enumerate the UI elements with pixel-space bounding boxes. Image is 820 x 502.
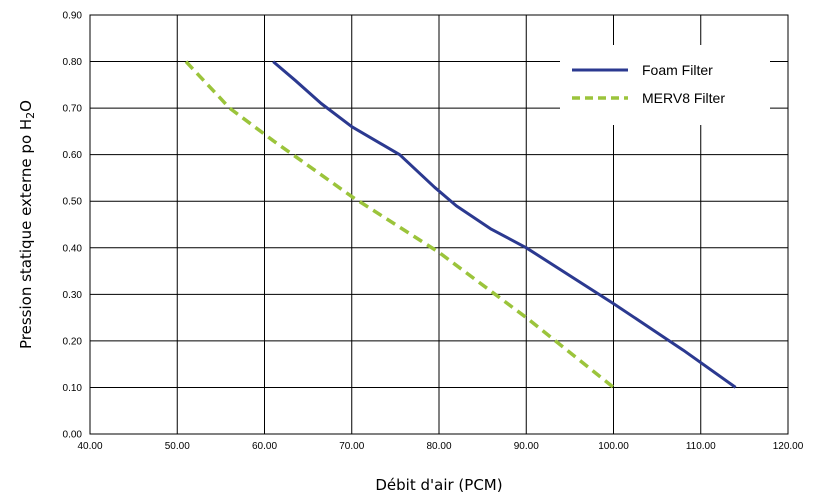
x-axis-title: Débit d'air (PCM)	[375, 476, 502, 494]
x-tick-label: 100.00	[598, 441, 629, 452]
y-tick-label: 0.70	[63, 104, 83, 115]
y-axis-title: Pression statique externe po H2O	[17, 100, 38, 349]
y-tick-label: 0.20	[63, 336, 83, 347]
gridlines	[90, 15, 788, 434]
y-axis-tick-labels: 0.00 0.10 0.20 0.30 0.40 0.50 0.60 0.70 0.80 0.90	[63, 11, 83, 441]
series-line-merv8-filter	[184, 60, 615, 389]
legend-box	[560, 45, 770, 125]
series-lines	[184, 60, 737, 389]
y-tick-label: 0.00	[63, 430, 83, 441]
plot-area-frame	[89, 14, 789, 435]
x-tick-label: 80.00	[426, 441, 451, 452]
x-tick-label: 70.00	[339, 441, 364, 452]
x-tick-label: 40.00	[77, 441, 102, 452]
series-line-foam-filter	[272, 60, 737, 389]
x-tick-label: 90.00	[514, 441, 539, 452]
y-axis-title-main: Pression statique externe po H	[17, 119, 35, 349]
y-tick-label: 0.60	[63, 150, 83, 161]
legend-label: MERV8 Filter	[642, 90, 725, 106]
y-tick-label: 0.30	[63, 290, 83, 301]
y-tick-label: 0.40	[63, 243, 83, 254]
y-tick-label: 0.10	[63, 383, 83, 394]
legend: Foam Filter MERV8 Filter	[560, 45, 770, 125]
legend-label: Foam Filter	[642, 62, 713, 78]
y-axis-title-suffix: O	[17, 100, 35, 112]
x-axis-tick-labels: 40.00 50.00 60.00 70.00 80.00 90.00 100.00 110.…	[77, 441, 803, 452]
x-tick-label: 120.00	[773, 441, 804, 452]
x-tick-label: 50.00	[165, 441, 190, 452]
y-axis-title-subscript: 2	[24, 112, 37, 119]
y-tick-label: 0.90	[63, 11, 83, 22]
y-tick-label: 0.80	[63, 57, 83, 68]
x-tick-label: 110.00	[686, 441, 716, 452]
y-tick-label: 0.50	[63, 197, 83, 208]
x-tick-label: 60.00	[252, 441, 277, 452]
